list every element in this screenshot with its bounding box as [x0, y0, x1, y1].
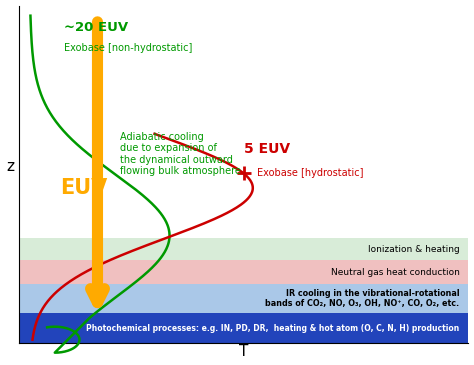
- Text: Ionization & heating: Ionization & heating: [368, 245, 459, 254]
- Text: EUV: EUV: [60, 178, 108, 198]
- Bar: [19, 238, 468, 260]
- Bar: [19, 260, 468, 284]
- Text: ~20 EUV: ~20 EUV: [64, 21, 128, 34]
- Bar: [19, 284, 468, 314]
- Text: 5 EUV: 5 EUV: [244, 142, 290, 156]
- Y-axis label: z: z: [7, 159, 15, 174]
- Bar: [19, 314, 468, 343]
- X-axis label: T: T: [239, 345, 248, 360]
- Text: Exobase [hydrostatic]: Exobase [hydrostatic]: [257, 168, 364, 178]
- Text: IR cooling in the vibrational-rotational
bands of CO₂, NO, O₃, OH, NO⁺, CO, O₂, : IR cooling in the vibrational-rotational…: [265, 289, 459, 308]
- Text: Photochemical processes: e.g. IN, PD, DR,  heating & hot atom (O, C, N, H) produ: Photochemical processes: e.g. IN, PD, DR…: [86, 324, 459, 333]
- Text: Neutral gas heat conduction: Neutral gas heat conduction: [330, 268, 459, 277]
- Text: Adiabatic cooling
due to expansion of
the dynamical outward
flowing bulk atmosph: Adiabatic cooling due to expansion of th…: [120, 132, 241, 176]
- Text: Exobase [non-hydrostatic]: Exobase [non-hydrostatic]: [64, 43, 192, 53]
